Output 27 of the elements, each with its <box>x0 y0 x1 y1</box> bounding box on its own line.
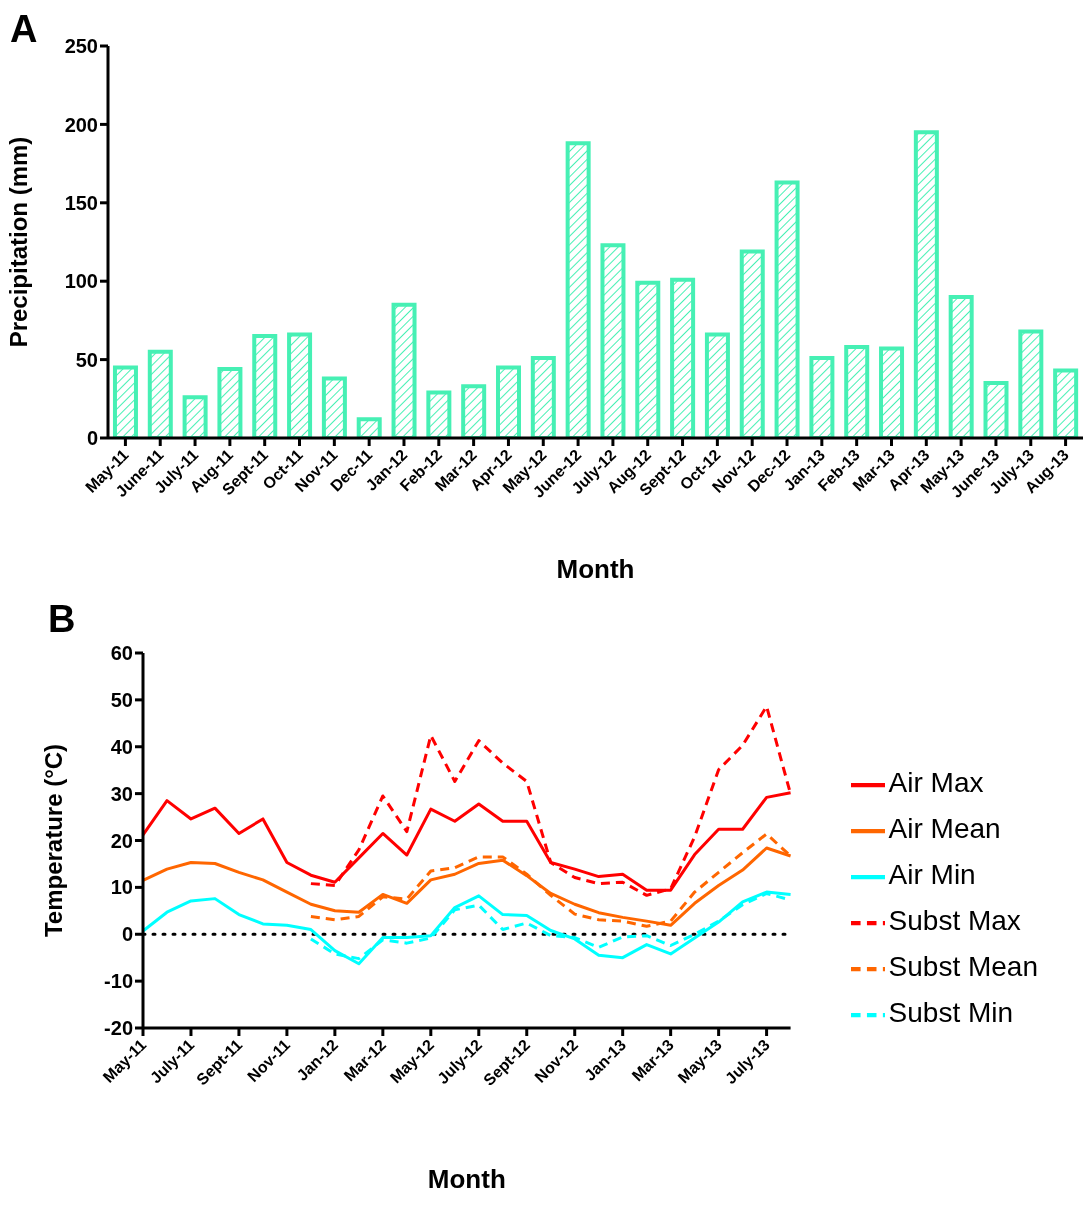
y-tick-label: 40 <box>110 735 133 758</box>
y-tick-label: 60 <box>110 642 133 665</box>
y-tick-label: -10 <box>104 970 133 993</box>
y-tick-label: 10 <box>110 876 133 899</box>
y-tick-label: -20 <box>104 1017 133 1040</box>
y-tick-label: 50 <box>110 688 133 711</box>
y-tick-label: 100 <box>64 270 98 293</box>
text: A <box>10 8 38 51</box>
legend-label: Subst Mean <box>888 951 1038 982</box>
y-tick-label: 0 <box>86 427 98 450</box>
legend-label: Air Min <box>888 859 976 890</box>
x-axis-title: Month <box>556 554 635 584</box>
y-axis-title: Temperature (°C) <box>39 743 67 938</box>
legend-label: Air Max <box>888 767 984 798</box>
y-axis-title: Precipitation (mm) <box>4 136 32 348</box>
y-tick-label: 20 <box>110 829 133 852</box>
y-tick-label: 0 <box>121 923 133 946</box>
legend-label: Subst Min <box>888 997 1014 1028</box>
y-tick-label: 250 <box>64 35 98 58</box>
y-tick-label: 200 <box>64 113 98 136</box>
legend-label: Subst Max <box>888 905 1021 936</box>
y-tick-label: 30 <box>110 782 133 805</box>
y-tick-label: 50 <box>75 348 98 371</box>
text: B <box>48 598 76 641</box>
y-tick-label: 150 <box>64 191 98 214</box>
x-axis-title: Month <box>427 1164 506 1194</box>
legend-label: Air Mean <box>888 813 1001 844</box>
